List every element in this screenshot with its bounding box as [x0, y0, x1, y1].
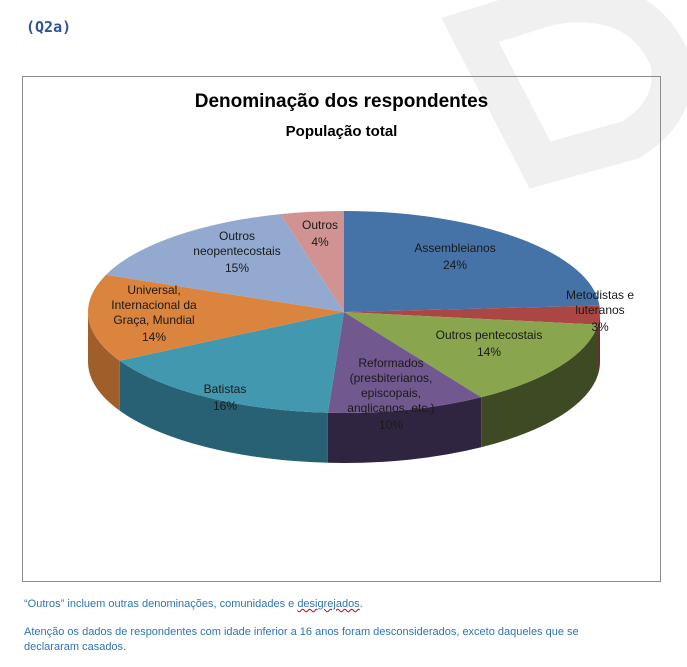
slice-value-1: 3% [591, 320, 609, 334]
pie-slice-6 [105, 214, 344, 312]
slice-label-3-line-1: (presbiterianos, [350, 371, 433, 385]
pie-slice-7 [280, 211, 344, 312]
pie-side-walls [88, 312, 600, 463]
pie-side-4 [119, 360, 328, 463]
note-outros-word: desigrejados [297, 598, 360, 610]
slice-value-0: 24% [443, 258, 467, 272]
pie-side-2 [481, 324, 598, 448]
note-outros: “Outros” incluem outras denominações, co… [24, 597, 363, 612]
pie-slice-1 [344, 305, 600, 325]
slice-label-1-line-0: Metodistas e [566, 288, 634, 302]
pie-side-1 [597, 312, 600, 375]
slice-label-5-line-2: Graça, Mundial [113, 313, 194, 327]
slice-label-4: Batistas 16% [204, 382, 247, 413]
slice-label-5-line-0: Universal, [127, 283, 180, 297]
note-outros-text: “Outros” incluem outras denominações, co… [24, 598, 298, 610]
pie-slice-2 [344, 312, 598, 398]
pie-side-5 [88, 312, 120, 411]
chart-subtitle: População total [285, 123, 398, 140]
slice-label-7: Outros 4% [302, 218, 338, 249]
chart-area: Denominação dos respondentes População t… [22, 76, 661, 582]
slice-value-2: 14% [477, 345, 501, 359]
slice-label-6-line-1: neopentecostais [193, 244, 280, 258]
slice-label-3-line-3: anglicanos, etc.) [347, 401, 434, 415]
slice-label-5-line-1: Internacional da [111, 298, 197, 312]
slice-value-4: 16% [213, 399, 237, 413]
slice-label-3-line-2: episcopais, [361, 386, 421, 400]
slice-label-0-line-0: Assembleianos [414, 241, 495, 255]
slice-value-7: 4% [311, 235, 329, 249]
slice-label-6-line-0: Outros [219, 229, 255, 243]
note-atencao: Atenção os dados de respondentes com ida… [24, 626, 579, 653]
pie-slice-4 [119, 312, 344, 413]
slice-label-2-line-0: Outros pentecostais [436, 328, 543, 342]
pie-side-3 [327, 397, 482, 463]
pie-slice-0 [344, 211, 600, 312]
slice-label-3: Reformados(presbiterianos,episcopais,ang… [347, 356, 434, 432]
slice-label-3-line-0: Reformados [358, 356, 423, 370]
slice-label-1-line-1: luteranos [575, 303, 624, 317]
question-label: (Q2a) [26, 18, 72, 36]
slice-label-2: Outros pentecostais 14% [436, 328, 543, 359]
slice-value-5: 14% [142, 330, 166, 344]
slice-value-6: 15% [225, 261, 249, 275]
pie-slice-5 [88, 274, 345, 361]
slice-label-0: Assembleianos 24% [414, 241, 495, 272]
slice-label-4-line-0: Batistas [204, 382, 247, 396]
chart-title: Denominação dos respondentes [194, 91, 489, 112]
pie-slice-3 [327, 312, 482, 413]
note-outros-end: . [359, 598, 363, 610]
slice-label-7-line-0: Outros [302, 218, 338, 232]
slice-value-3: 10% [379, 418, 403, 432]
